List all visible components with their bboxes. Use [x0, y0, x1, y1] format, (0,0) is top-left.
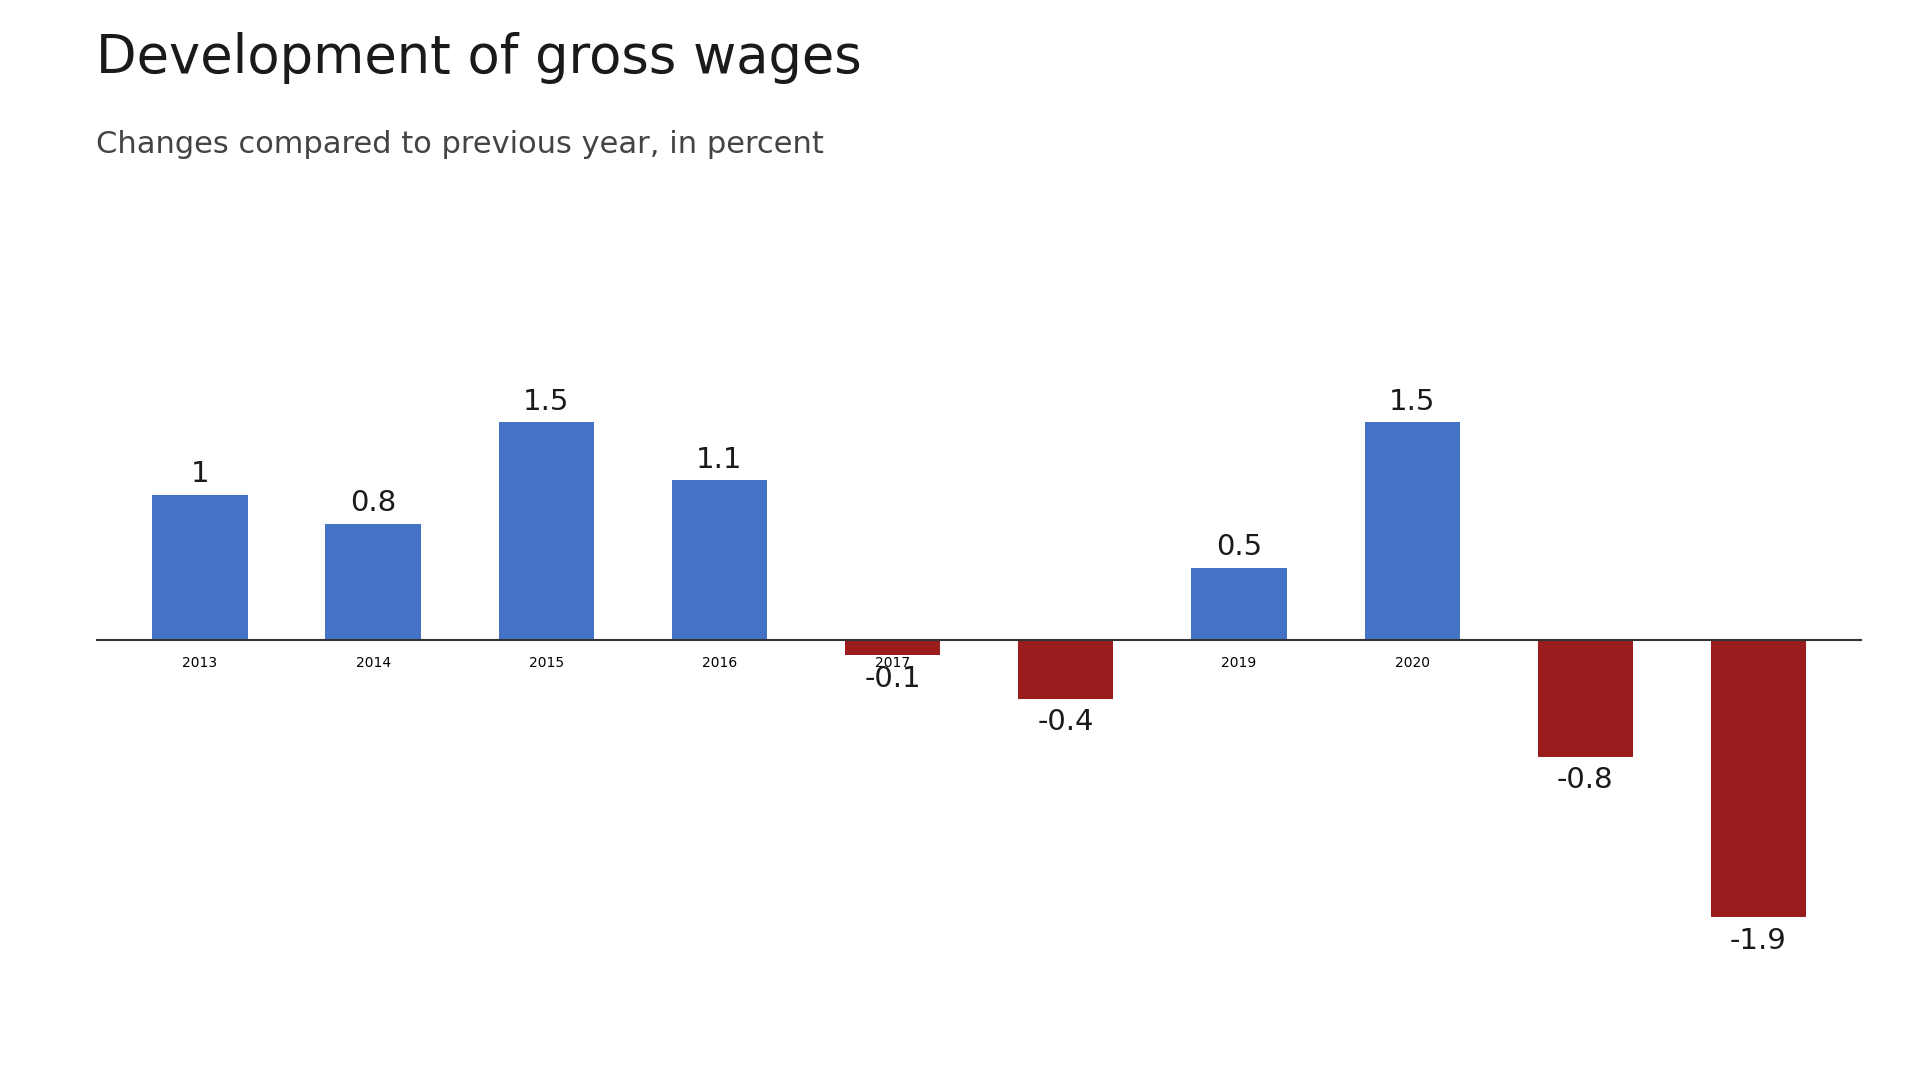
Text: 1.5: 1.5	[522, 388, 570, 416]
Text: -1.9: -1.9	[1730, 927, 1788, 955]
Bar	[152, 495, 248, 640]
Bar	[499, 422, 593, 640]
Bar	[672, 481, 768, 640]
Bar	[326, 524, 420, 640]
Text: -0.1: -0.1	[864, 664, 922, 692]
Bar	[1190, 568, 1286, 640]
Text: 0.8: 0.8	[349, 489, 396, 517]
Bar	[1365, 422, 1459, 640]
Text: 0.5: 0.5	[1215, 534, 1261, 562]
Text: -0.8: -0.8	[1557, 767, 1613, 795]
Bar	[1018, 640, 1114, 699]
Text: 1.1: 1.1	[697, 446, 743, 474]
Text: 1.5: 1.5	[1388, 388, 1436, 416]
Text: -0.4: -0.4	[1037, 708, 1094, 737]
Bar	[845, 640, 941, 656]
Text: Development of gross wages: Development of gross wages	[96, 32, 862, 84]
Text: 1: 1	[190, 460, 209, 488]
Bar	[1538, 640, 1632, 757]
Bar	[1711, 640, 1807, 917]
Text: Changes compared to previous year, in percent: Changes compared to previous year, in pe…	[96, 130, 824, 159]
